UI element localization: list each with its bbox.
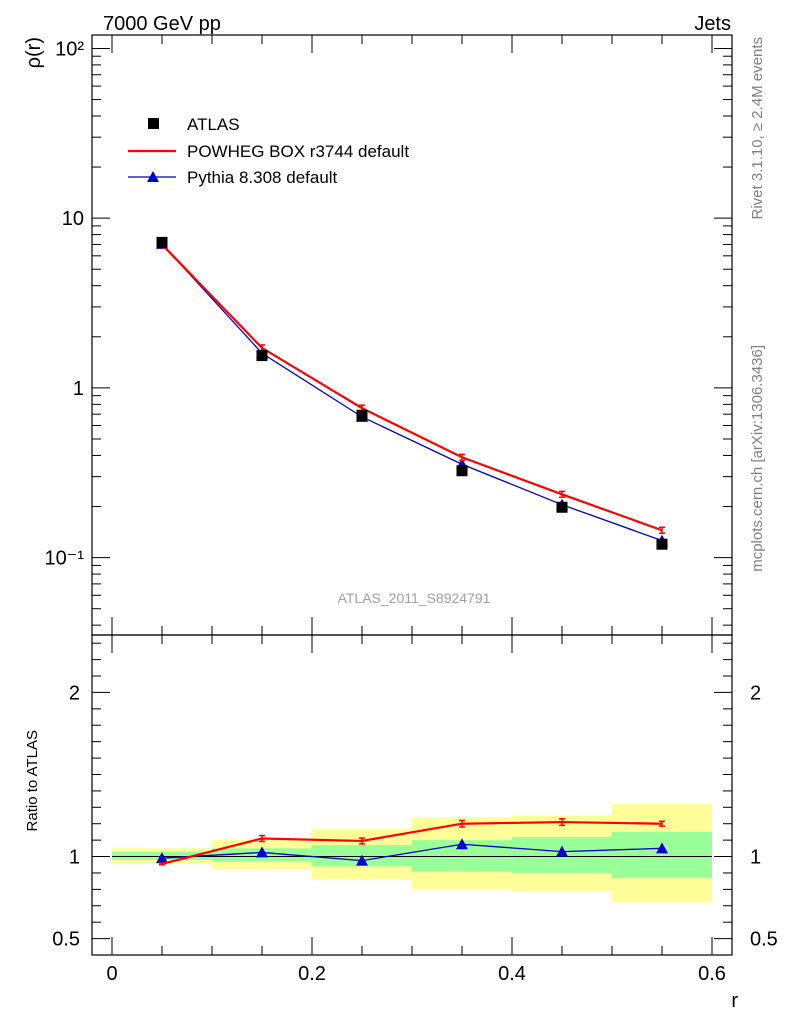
ratio-panel: 0.5 0.5 1 1 2 2 0 0.2 0.4 0.6 Ratio to ATLAS r	[24, 634, 778, 1012]
x-axis-title: r	[731, 990, 738, 1012]
atlas-data-point	[156, 236, 168, 248]
atlas-data-point	[656, 538, 668, 550]
atlas-data-point	[556, 501, 568, 513]
main-y-axis-title: ρ(r)	[23, 37, 45, 68]
analysis-label: ATLAS_2011_S8924791	[338, 590, 491, 606]
ratio-pythia-point	[456, 838, 468, 850]
ratio-pythia-point	[156, 852, 168, 864]
ratio-y-tick-label-left: 0.5	[52, 929, 80, 951]
ratio-y-tick-label-right: 1	[750, 847, 761, 869]
rivet-label: Rivet 3.1.10, ≥ 2.4M events	[749, 37, 766, 220]
ratio-y-axis-title: Ratio to ATLAS	[24, 730, 41, 831]
ratio-pythia-point	[256, 846, 268, 858]
ratio-powheg-line	[161, 820, 663, 865]
ratio-y-tick-label-left: 2	[69, 682, 80, 704]
pythia-line	[161, 243, 663, 542]
atlas-data-point	[356, 409, 368, 421]
atlas-data-point	[256, 350, 268, 362]
x-tick-label: 0.2	[298, 963, 326, 985]
legend: ATLAS POWHEG BOX r3744 default Pythia 8.30…	[128, 115, 409, 187]
ratio-y-tick-label-right: 0.5	[750, 929, 778, 951]
main-y-tick-label: 10²	[55, 38, 84, 60]
ratio-y-tick-label-right: 2	[750, 682, 761, 704]
legend-pythia-marker	[147, 171, 159, 182]
main-y-tick-label: 10⁻¹	[45, 548, 85, 570]
main-y-tick-label: 10	[62, 208, 84, 230]
energy-label: 7000 GeV pp	[103, 13, 221, 35]
ratio-pythia-point	[556, 845, 568, 857]
main-panel: ATLAS_2011_S8924791 10⁻¹ 1 10 10² ρ(r) ATLA…	[23, 34, 733, 636]
main-y-tick-label: 1	[73, 378, 84, 400]
x-tick-label: 0.4	[498, 963, 526, 985]
legend-entry-label: ATLAS	[187, 115, 240, 134]
mcplots-label: mcplots.cern.ch [arXiv:1306.3436]	[749, 345, 766, 572]
legend-atlas-marker	[148, 118, 159, 129]
ratio-inner-band	[612, 831, 712, 878]
ratio-pythia-line	[161, 843, 663, 862]
legend-entry-label: Pythia 8.308 default	[187, 168, 338, 187]
process-label: Jets	[694, 13, 731, 35]
ratio-pythia-point	[356, 854, 368, 866]
x-tick-label: 0	[106, 963, 117, 985]
ratio-frame	[91, 634, 733, 956]
ratio-pythia-point	[656, 842, 668, 854]
ratio-y-tick-label-left: 1	[69, 847, 80, 869]
atlas-data-point	[456, 465, 468, 477]
powheg-line	[161, 243, 663, 532]
legend-entry-label: POWHEG BOX r3744 default	[187, 142, 409, 161]
x-tick-label: 0.6	[698, 963, 726, 985]
